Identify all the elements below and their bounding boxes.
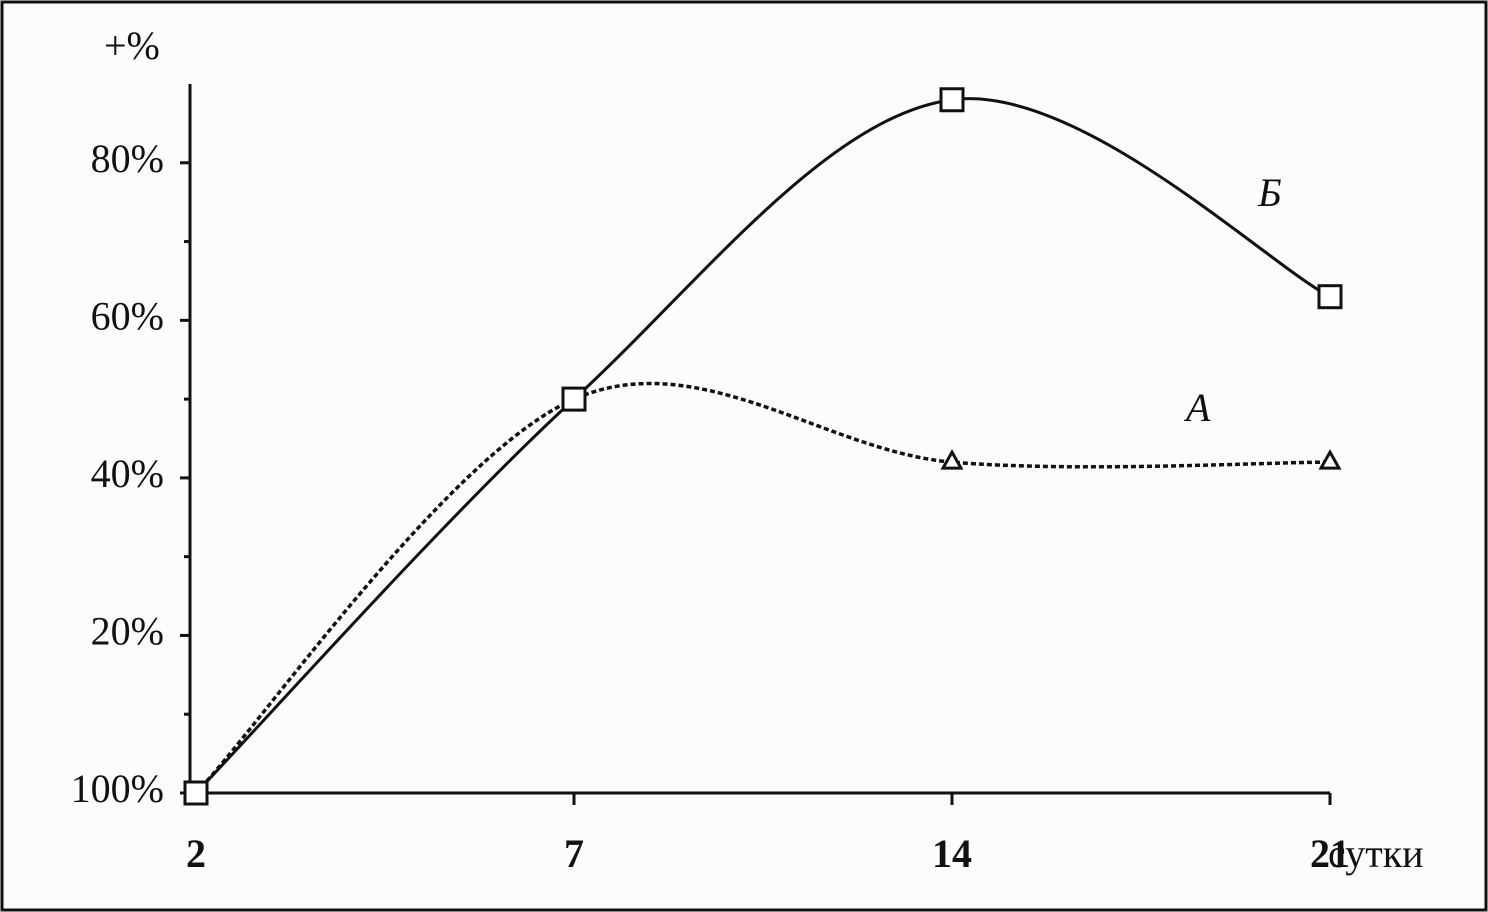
series-line <box>194 381 1331 795</box>
marker <box>1318 449 1342 470</box>
marker <box>561 386 587 412</box>
marker <box>1317 284 1343 310</box>
marker <box>940 449 964 470</box>
x-tick-label: 2 <box>186 831 206 876</box>
y-tick-label: 60% <box>91 294 164 339</box>
x-tick-label: 7 <box>564 831 584 876</box>
y-tick-label: 20% <box>91 609 164 654</box>
series-label: А <box>1183 385 1211 430</box>
series-line <box>194 97 1331 795</box>
y-tick-label: 40% <box>91 451 164 496</box>
y-tick-label: 100% <box>71 766 164 811</box>
y-tick-label: 80% <box>91 136 164 181</box>
x-tick-label: 21 <box>1310 831 1350 876</box>
series-label: Б <box>1257 170 1282 215</box>
marker <box>183 780 209 806</box>
marker <box>939 87 965 113</box>
x-tick-label: 14 <box>932 831 972 876</box>
x-axis-label: сутки <box>1328 831 1424 876</box>
y-axis-label: +% <box>104 23 160 68</box>
